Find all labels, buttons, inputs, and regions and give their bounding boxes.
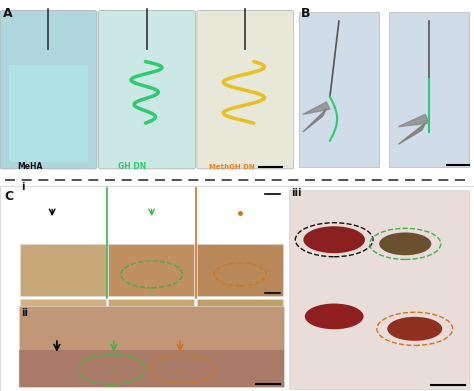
Polygon shape [303,109,326,132]
FancyBboxPatch shape [20,244,106,296]
Circle shape [305,303,364,329]
FancyBboxPatch shape [289,190,469,389]
Text: GH DN: GH DN [118,162,146,171]
FancyBboxPatch shape [389,12,469,167]
FancyBboxPatch shape [19,306,284,387]
Polygon shape [398,114,429,127]
Text: ii: ii [21,308,28,318]
Polygon shape [398,123,425,144]
FancyBboxPatch shape [299,12,379,167]
Text: iii: iii [292,188,302,198]
FancyBboxPatch shape [197,299,283,351]
FancyBboxPatch shape [9,65,88,162]
FancyBboxPatch shape [109,244,194,296]
FancyBboxPatch shape [20,299,106,351]
Circle shape [303,226,365,253]
FancyBboxPatch shape [109,299,194,351]
FancyBboxPatch shape [0,11,97,169]
FancyBboxPatch shape [99,11,195,169]
FancyBboxPatch shape [197,11,294,169]
Circle shape [379,233,431,255]
FancyBboxPatch shape [197,244,283,296]
Text: i: i [21,182,25,192]
Text: B: B [301,7,310,20]
Polygon shape [303,102,330,114]
Text: A: A [3,7,13,20]
Text: C: C [5,190,14,203]
Text: MethGH DN: MethGH DN [209,164,255,170]
Text: MeHA: MeHA [18,162,43,171]
FancyBboxPatch shape [19,350,284,387]
Circle shape [387,317,442,341]
